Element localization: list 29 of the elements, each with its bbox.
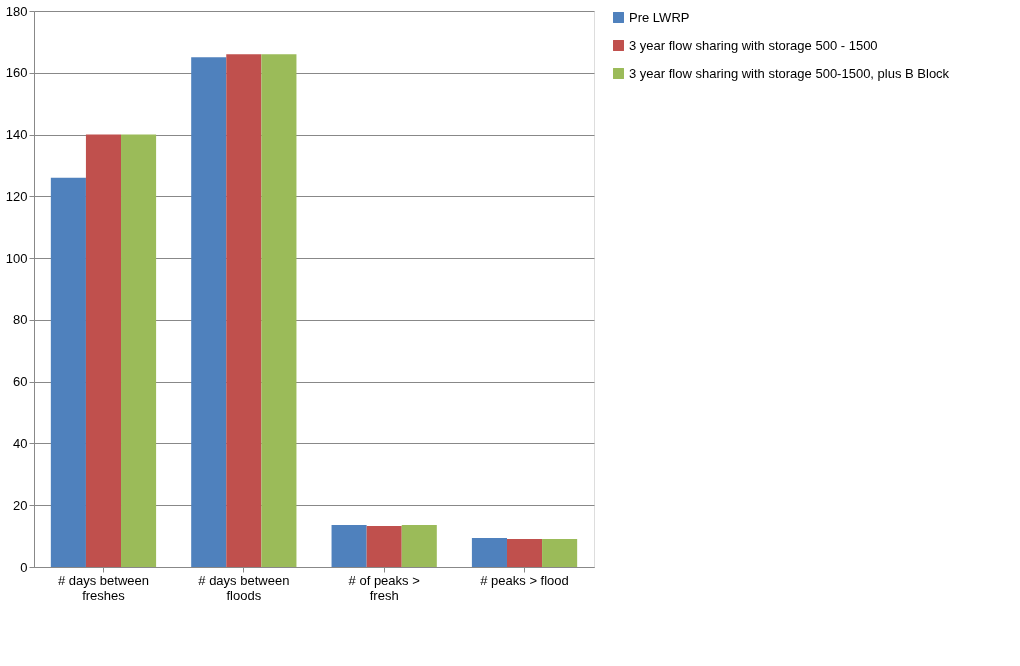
bar — [85, 134, 122, 567]
bar — [506, 538, 543, 567]
y-tick-label: 60 — [13, 374, 28, 390]
bar — [331, 524, 367, 567]
bar — [226, 54, 262, 567]
bar — [50, 177, 86, 567]
legend-label: 3 year flow sharing with storage 500 - 1500 — [629, 37, 878, 53]
y-tick-label: 0 — [20, 559, 28, 575]
y-tick-label: 180 — [5, 3, 28, 19]
y-tick-label: 120 — [5, 188, 28, 204]
y-tick-label: 100 — [5, 250, 28, 266]
y-tick-label: 160 — [5, 65, 28, 81]
y-tick-label: 20 — [13, 497, 28, 513]
bar — [191, 57, 227, 567]
legend-label: Pre LWRP — [629, 9, 690, 25]
y-tick-label: 40 — [13, 435, 28, 451]
x-tick-label: # peaks > flood — [480, 572, 569, 588]
bar — [401, 524, 437, 567]
legend-label: 3 year flow sharing with storage 500-1500, plus B Block — [629, 65, 950, 81]
bar — [471, 537, 507, 567]
bar — [366, 525, 402, 567]
y-tick-label: 80 — [13, 312, 28, 328]
y-tick-label: 140 — [5, 127, 28, 143]
x-tick-label: # days between floods — [198, 572, 290, 603]
x-tick-label: # days between freshes — [57, 572, 150, 603]
x-tick-label: # of peaks > fresh — [348, 572, 420, 603]
bar — [121, 134, 157, 567]
bar — [542, 538, 578, 567]
bar — [261, 54, 297, 567]
